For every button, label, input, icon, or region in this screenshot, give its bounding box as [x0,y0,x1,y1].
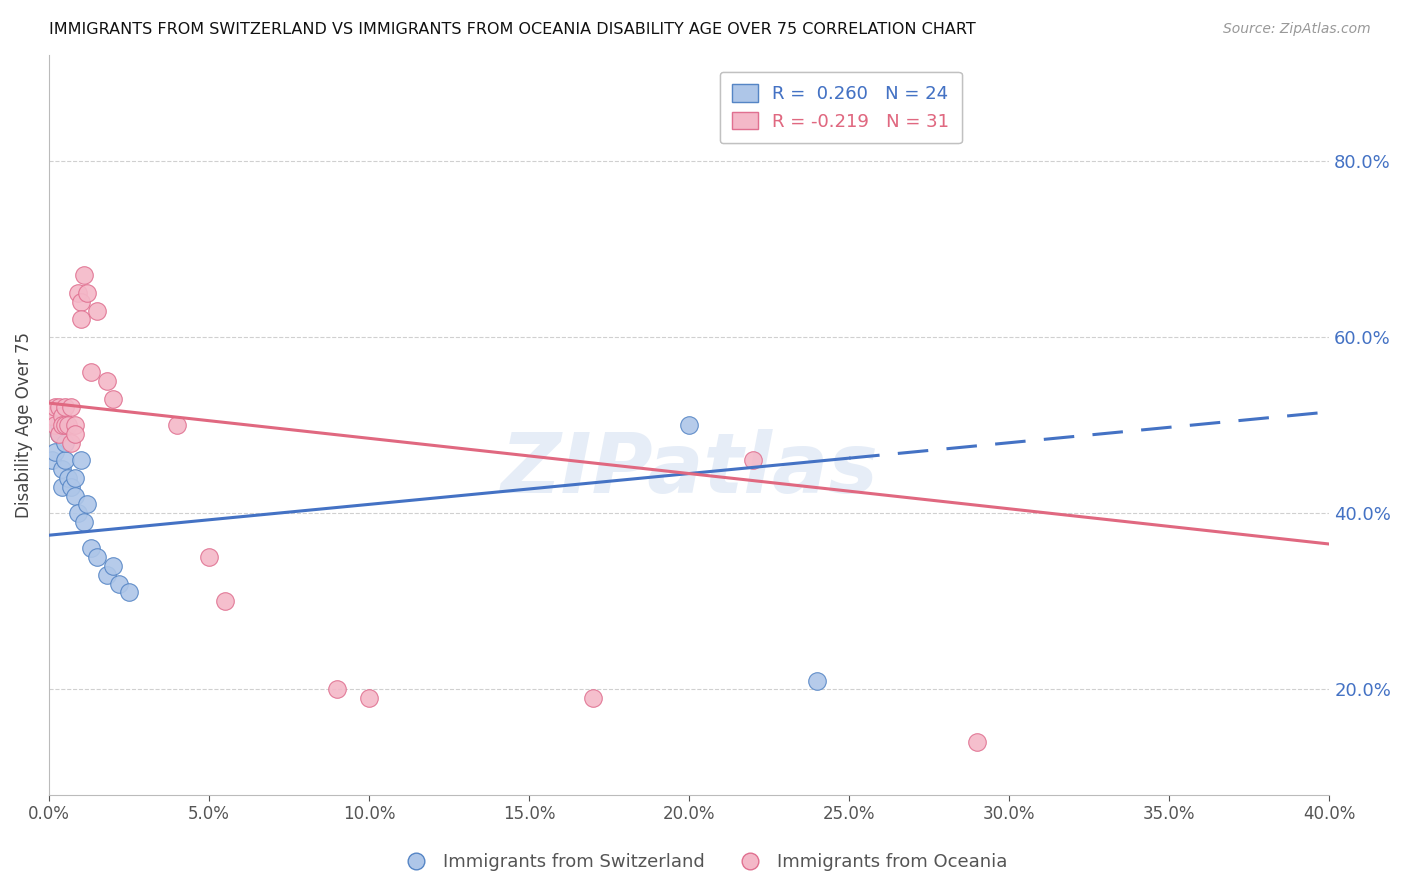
Point [48,426,70,441]
Point [60,401,83,415]
Point [53,401,76,415]
Point [70,453,93,467]
Point [48,426,70,441]
Point [56,418,79,433]
Point [53,453,76,467]
Point [678,418,700,433]
Point [101,559,124,574]
Text: IMMIGRANTS FROM SWITZERLAND VS IMMIGRANTS FROM OCEANIA DISABILITY AGE OVER 75 CO: IMMIGRANTS FROM SWITZERLAND VS IMMIGRANT… [49,22,976,37]
Point [48,401,70,415]
Point [96,374,118,388]
Point [966,735,988,749]
Point [582,691,605,706]
Point [44,418,66,433]
Point [118,585,141,599]
Point [41,453,63,467]
Point [48,418,70,433]
Point [44,444,66,458]
Point [66,285,89,300]
Point [51,480,73,494]
Point [73,515,96,529]
Point [51,409,73,424]
Point [60,435,83,450]
Point [86,303,108,318]
Point [96,567,118,582]
Point [41,409,63,424]
Point [63,418,86,433]
Point [53,418,76,433]
Point [198,550,221,565]
Point [63,426,86,441]
Point [108,576,131,591]
Legend: R =  0.260   N = 24, R = -0.219   N = 31: R = 0.260 N = 24, R = -0.219 N = 31 [720,71,962,144]
Point [742,453,765,467]
Point [51,462,73,476]
Point [66,506,89,520]
Point [86,550,108,565]
Point [56,471,79,485]
Point [101,392,124,406]
Point [79,365,101,379]
Text: ZIPatlas: ZIPatlas [501,429,879,510]
Point [806,673,828,688]
Point [76,285,98,300]
Point [60,480,83,494]
Legend: Immigrants from Switzerland, Immigrants from Oceania: Immigrants from Switzerland, Immigrants … [391,847,1015,879]
Text: Source: ZipAtlas.com: Source: ZipAtlas.com [1223,22,1371,37]
Point [166,418,188,433]
Y-axis label: Disability Age Over 75: Disability Age Over 75 [15,332,32,518]
Point [70,312,93,326]
Point [44,401,66,415]
Point [70,294,93,309]
Point [73,268,96,283]
Point [79,541,101,556]
Point [76,497,98,511]
Point [214,594,236,608]
Point [53,435,76,450]
Point [326,682,349,697]
Point [63,489,86,503]
Point [51,418,73,433]
Point [63,471,86,485]
Point [357,691,380,706]
